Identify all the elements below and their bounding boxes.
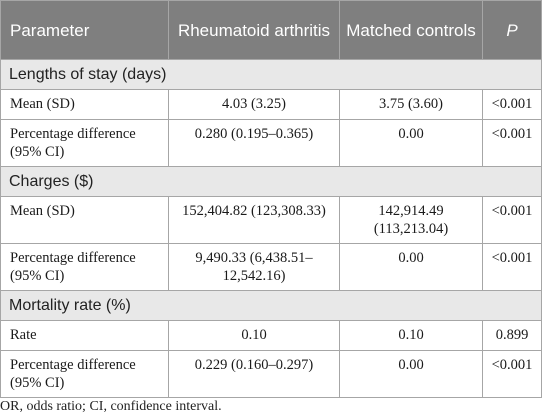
controls-value: 0.00 [339,243,483,291]
header-matched-controls: Matched controls [339,0,483,60]
row-label: Mean (SD) [0,196,169,244]
controls-value: 0.00 [339,350,483,398]
header-parameter: Parameter [0,0,169,60]
ra-value: 4.03 (3.25) [168,89,340,120]
p-value: <0.001 [482,89,542,120]
ra-value: 0.280 (0.195–0.365) [168,119,340,167]
table-row: Percentage difference (95% CI) 0.280 (0.… [0,119,542,167]
row-label: Rate [0,320,169,351]
p-value: <0.001 [482,350,542,398]
p-value: <0.001 [482,196,542,244]
ra-value: 9,490.33 (6,438.51–12,542.16) [168,243,340,291]
section-row: Lengths of stay (days) [0,59,542,90]
table-row: Rate 0.10 0.10 0.899 [0,320,542,351]
ra-value: 152,404.82 (123,308.33) [168,196,340,244]
row-label: Percentage difference (95% CI) [0,243,169,291]
table-row: Mean (SD) 4.03 (3.25) 3.75 (3.60) <0.001 [0,89,542,120]
row-label: Percentage difference (95% CI) [0,350,169,398]
p-value: <0.001 [482,243,542,291]
p-value: <0.001 [482,119,542,167]
section-title-mortality-rate: Mortality rate (%) [0,290,542,321]
header-p-value: P [482,0,542,60]
table-row: Percentage difference (95% CI) 9,490.33 … [0,243,542,291]
results-table: Parameter Rheumatoid arthritis Matched c… [0,0,542,398]
section-title-charges: Charges ($) [0,166,542,197]
controls-value: 0.10 [339,320,483,351]
controls-value: 142,914.49 (113,213.04) [339,196,483,244]
header-rheumatoid-arthritis: Rheumatoid arthritis [168,0,340,60]
row-label: Percentage difference (95% CI) [0,119,169,167]
table-row: Percentage difference (95% CI) 0.229 (0.… [0,350,542,398]
ra-value: 0.10 [168,320,340,351]
row-label: Mean (SD) [0,89,169,120]
controls-value: 0.00 [339,119,483,167]
table-row: Mean (SD) 152,404.82 (123,308.33) 142,91… [0,196,542,244]
ra-value: 0.229 (0.160–0.297) [168,350,340,398]
header-row: Parameter Rheumatoid arthritis Matched c… [0,0,542,60]
table-footnote: OR, odds ratio; CI, confidence interval. [0,399,222,414]
section-row: Mortality rate (%) [0,290,542,321]
section-row: Charges ($) [0,166,542,197]
section-title-length-of-stay: Lengths of stay (days) [0,59,542,90]
controls-value: 3.75 (3.60) [339,89,483,120]
p-value: 0.899 [482,320,542,351]
